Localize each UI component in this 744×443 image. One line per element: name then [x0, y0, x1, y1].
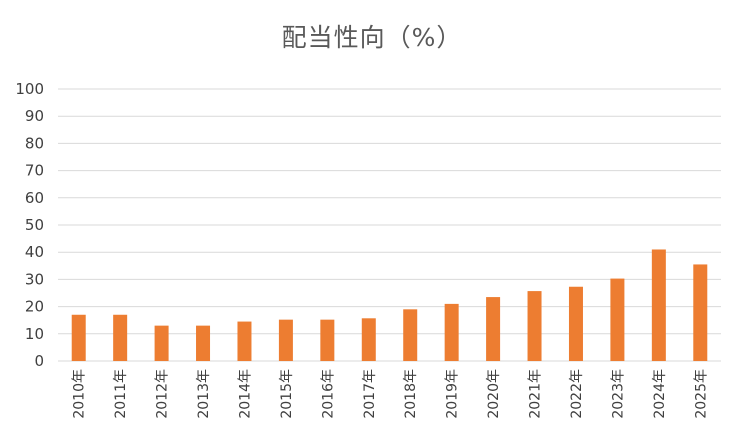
y-tick-label: 30: [25, 270, 44, 288]
bar: [320, 319, 335, 361]
y-tick-label: 10: [25, 325, 44, 343]
bar: [444, 303, 459, 361]
bar: [527, 291, 542, 361]
y-tick-label: 0: [34, 352, 44, 370]
bar: [196, 325, 211, 361]
gridlines: [58, 88, 721, 362]
y-tick-label: 90: [25, 107, 44, 125]
x-tick-label: 2015年: [279, 369, 295, 419]
x-tick-label: 2024年: [652, 369, 668, 419]
bar: [486, 297, 501, 361]
y-tick-label: 60: [25, 189, 44, 207]
bar: [403, 309, 418, 361]
x-tick-label: 2023年: [610, 369, 626, 419]
y-tick-label: 40: [25, 243, 44, 261]
x-tick-label: 2010年: [72, 369, 88, 419]
x-tick-label: 2014年: [237, 369, 253, 419]
bar: [568, 286, 583, 361]
x-axis-ticks: 2010年 2011年 2012年 2013年 2014年 2015年 2016年 2017年…: [72, 369, 710, 419]
chart-title: 配当性向（%）: [281, 23, 463, 52]
x-tick-label: 2017年: [362, 369, 378, 419]
bars: [71, 249, 708, 361]
bar: [361, 318, 376, 361]
y-tick-label: 20: [25, 298, 44, 316]
x-tick-label: 2020年: [486, 369, 502, 419]
x-tick-label: 2021年: [528, 369, 544, 419]
bar: [651, 249, 666, 361]
x-tick-label: 2011年: [113, 369, 129, 419]
bar: [237, 321, 252, 361]
y-tick-label: 80: [25, 134, 44, 152]
x-tick-label: 2012年: [155, 369, 171, 419]
x-tick-label: 2022年: [569, 369, 585, 419]
y-tick-label: 100: [15, 80, 44, 98]
bar: [610, 278, 625, 361]
x-tick-label: 2013年: [196, 369, 212, 419]
x-tick-label: 2019年: [445, 369, 461, 419]
bar: [71, 314, 86, 361]
x-tick-label: 2025年: [693, 369, 709, 419]
x-tick-label: 2016年: [320, 369, 336, 419]
bar: [154, 325, 169, 361]
bar: [693, 264, 708, 361]
bar: [113, 314, 128, 361]
y-axis-ticks: 0 10 20 30 40 50 60 70 80 90 100: [15, 80, 44, 370]
x-tick-label: 2018年: [403, 369, 419, 419]
y-tick-label: 70: [25, 162, 44, 180]
bar: [278, 319, 293, 361]
y-tick-label: 50: [25, 216, 44, 234]
